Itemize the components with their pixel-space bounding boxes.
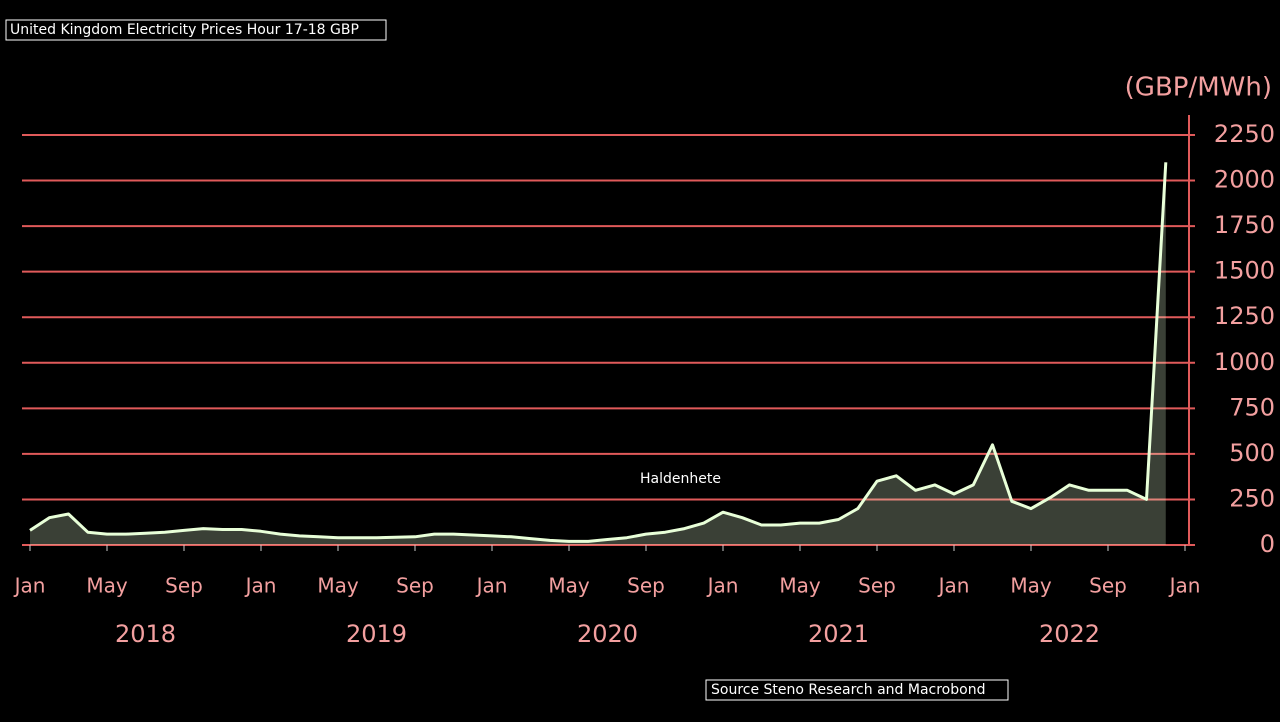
y-axis-label: (GBP/MWh) — [1125, 73, 1272, 103]
annotation: Haldenhete — [640, 471, 721, 487]
title-box — [5, 19, 387, 41]
y-tick-label: 1250 — [1214, 302, 1275, 330]
x-tick-label: May — [317, 574, 359, 598]
chart-title: United Kingdom Electricity Prices Hour 1… — [10, 22, 359, 38]
x-tick-label: Sep — [396, 574, 434, 598]
x-tick-label: Jan — [706, 574, 739, 598]
x-tick-label: Sep — [858, 574, 896, 598]
y-tick-label: 250 — [1229, 484, 1275, 512]
y-tick-label: 1000 — [1214, 348, 1275, 376]
source: Source Steno Research and Macrobond — [711, 682, 985, 698]
year-label: 2018 — [115, 620, 176, 648]
x-tick-label: Jan — [937, 574, 970, 598]
year-label: 2020 — [577, 620, 638, 648]
x-tick-label: Sep — [627, 574, 665, 598]
x-tick-label: May — [86, 574, 128, 598]
y-tick-label: 1500 — [1214, 257, 1275, 285]
line-series — [29, 162, 1168, 543]
x-tick-label: May — [1010, 574, 1052, 598]
x-tick-label: May — [779, 574, 821, 598]
x-tick-label: Sep — [1089, 574, 1127, 598]
y-tick-label: 2000 — [1214, 166, 1275, 194]
year-label: 2021 — [808, 620, 869, 648]
year-label: 2019 — [346, 620, 407, 648]
y-tick-label: 1750 — [1214, 211, 1275, 239]
y-tick-label: 500 — [1229, 439, 1275, 467]
x-tick-label: Jan — [244, 574, 277, 598]
x-tick-label: May — [548, 574, 590, 598]
source-box — [705, 679, 1009, 701]
y-tick-label: 750 — [1229, 393, 1275, 421]
y-tick-label: 2250 — [1214, 120, 1275, 148]
y-tick-label: 0 — [1260, 530, 1275, 558]
year-label: 2022 — [1039, 620, 1100, 648]
x-tick-label: Jan — [475, 574, 508, 598]
x-tick-label: Jan — [1168, 574, 1201, 598]
line-area — [30, 162, 1166, 546]
x-tick-label: Sep — [165, 574, 203, 598]
x-tick-label: Jan — [13, 574, 46, 598]
